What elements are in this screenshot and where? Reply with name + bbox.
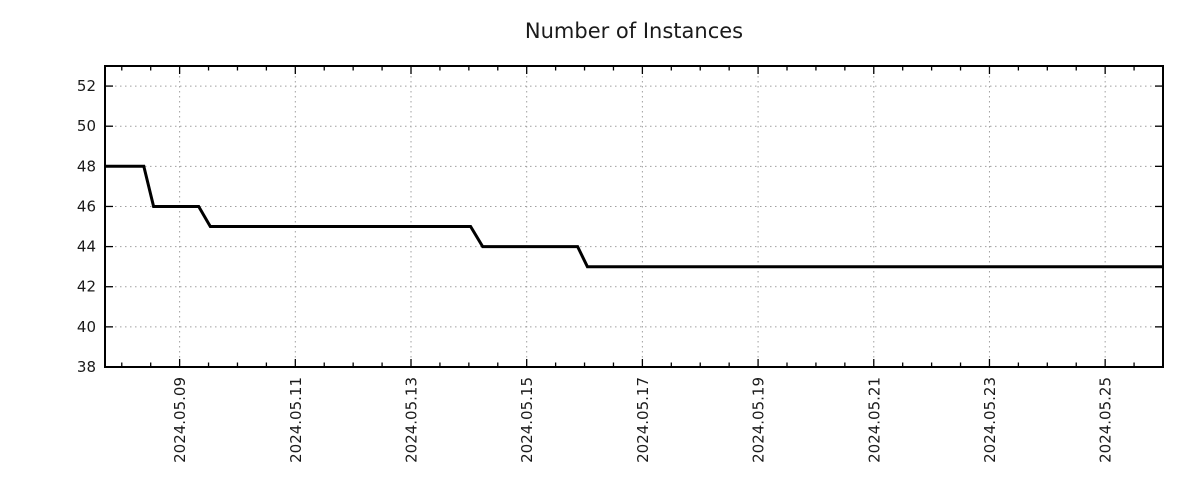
grid-lines: [105, 66, 1163, 368]
y-tick-label: 42: [77, 278, 96, 296]
x-tick-label: 2024.05.23: [981, 377, 999, 463]
series-path-instances: [105, 164, 1163, 269]
y-tick-label: 48: [77, 157, 96, 175]
y-tick-label: 50: [77, 117, 96, 135]
x-tick-label: 2024.05.19: [750, 377, 768, 463]
y-tick-label: 40: [77, 318, 96, 336]
axis-ticks: [105, 66, 1164, 368]
x-tick-label: 2024.05.09: [171, 377, 189, 463]
y-tick-label: 44: [77, 238, 96, 256]
series-line: [105, 164, 1163, 269]
chart-title: Number of Instances: [525, 19, 743, 43]
y-tick-label: 38: [77, 358, 96, 376]
y-tick-label: 52: [77, 77, 96, 95]
plot-border-rect: [104, 65, 1164, 368]
x-tick-label: 2024.05.21: [865, 377, 883, 463]
x-tick-label: 2024.05.15: [518, 377, 536, 463]
x-tick-label: 2024.05.17: [634, 377, 652, 463]
x-tick-label: 2024.05.25: [1097, 377, 1115, 463]
plot-border: [104, 65, 1164, 368]
x-tick-label: 2024.05.11: [287, 377, 305, 463]
x-tick-label: 2024.05.13: [403, 377, 421, 463]
y-tick-label: 46: [77, 197, 96, 215]
axis-tick-labels: 2024.05.09 2024.05.11 2024.05.13 2024.05.15…: [77, 77, 1115, 463]
